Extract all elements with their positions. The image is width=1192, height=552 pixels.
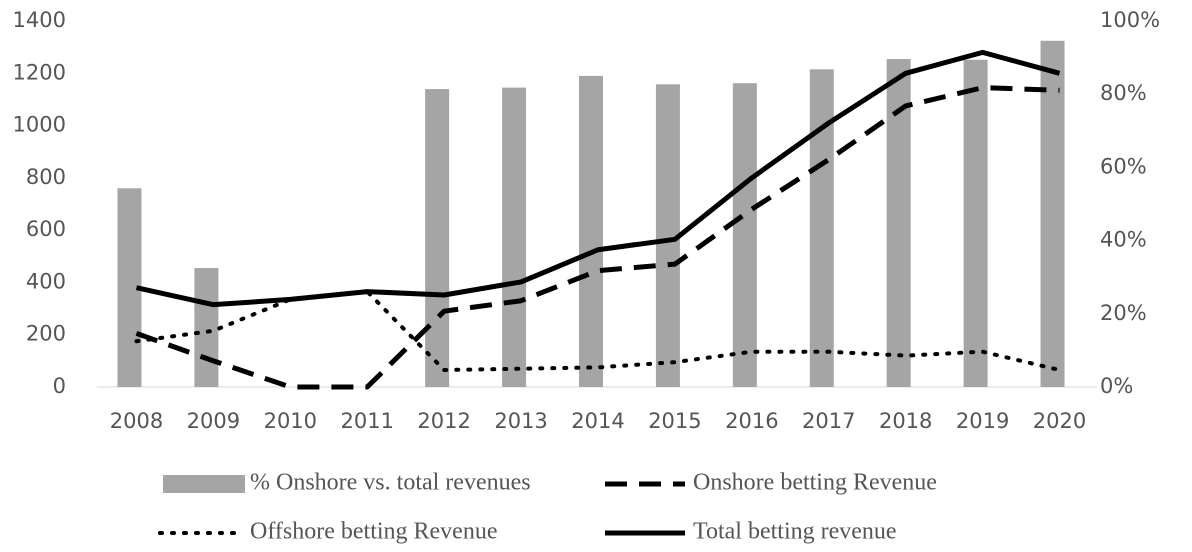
y2-tick-label: 20% — [1100, 301, 1147, 325]
legend-swatch — [163, 475, 245, 493]
x-tick-label: 2011 — [341, 409, 394, 433]
y-tick-label: 1200 — [13, 60, 66, 84]
y-tick-label: 1400 — [13, 8, 66, 32]
y2-tick-label: 60% — [1100, 154, 1147, 178]
x-tick-label: 2018 — [879, 409, 932, 433]
y2-tick-label: 0% — [1100, 374, 1133, 398]
legend-label: Offshore betting Revenue — [250, 519, 498, 545]
x-tick-label: 2016 — [725, 409, 778, 433]
legend-label: Onshore betting Revenue — [693, 470, 937, 496]
legend-label: Total betting revenue — [693, 519, 897, 545]
x-tick-label: 2010 — [264, 409, 317, 433]
x-tick-label: 2013 — [494, 409, 547, 433]
legend-label: % Onshore vs. total revenues — [250, 470, 531, 496]
y-tick-label: 400 — [26, 269, 66, 293]
line-series — [135, 85, 1060, 390]
y-tick-label: 1000 — [13, 113, 66, 137]
bar — [194, 268, 219, 387]
bar — [732, 83, 757, 387]
y2-tick-label: 80% — [1100, 81, 1147, 105]
x-tick-label: 2009 — [187, 409, 240, 433]
y-tick-label: 0 — [53, 374, 66, 398]
x-tick-label: 2020 — [1033, 409, 1086, 433]
bar — [809, 69, 834, 387]
x-tick-label: 2008 — [110, 409, 163, 433]
y-tick-label: 800 — [26, 165, 66, 189]
bar — [963, 59, 988, 388]
x-tick-label: 2012 — [417, 409, 470, 433]
x-tick-label: 2015 — [648, 409, 701, 433]
bar — [579, 75, 603, 388]
bar — [1040, 40, 1065, 387]
y-tick-label: 200 — [26, 322, 66, 346]
y2-tick-label: 100% — [1100, 8, 1160, 32]
y-tick-label: 600 — [26, 217, 66, 241]
line-series — [135, 49, 1061, 308]
x-tick-label: 2014 — [571, 409, 624, 433]
x-tick-label: 2017 — [802, 409, 855, 433]
y2-tick-label: 40% — [1100, 228, 1147, 252]
x-tick-label: 2019 — [956, 409, 1009, 433]
bar — [502, 87, 527, 387]
bar — [425, 89, 450, 388]
